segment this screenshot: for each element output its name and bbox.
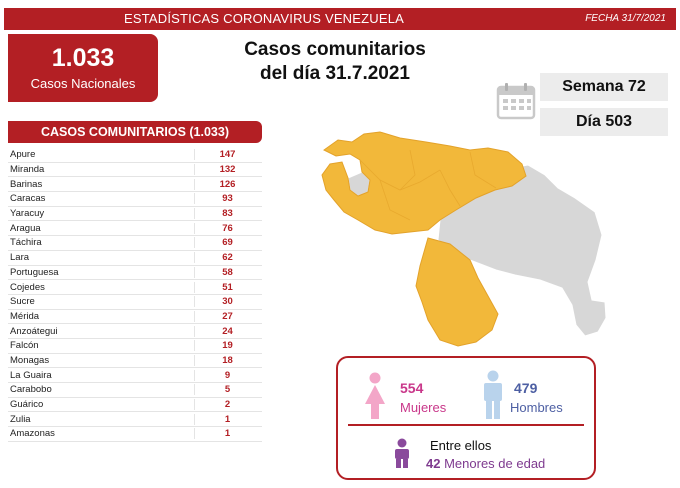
table-row: Cojedes 51 [8, 280, 262, 295]
state-name: Barinas [10, 178, 43, 190]
table-row: Falcón 19 [8, 339, 262, 354]
table-row: Lara 62 [8, 251, 262, 266]
table-row: Aragua 76 [8, 221, 262, 237]
state-name: Guárico [10, 399, 44, 411]
kids-summary: 42 Menores de edad [426, 456, 545, 471]
state-name: Sucre [10, 296, 35, 308]
day-badge: Día 503 [540, 108, 668, 136]
map-region-affected-south [415, 237, 499, 347]
state-name: Mérida [10, 310, 40, 322]
national-cases-count: 1.033 [51, 44, 115, 72]
table-row: La Guaira 9 [8, 368, 262, 383]
national-cases-card: 1.033 Casos Nacionales [8, 34, 158, 102]
state-name: Portuguesa [10, 266, 59, 278]
state-cases: 27 [194, 310, 260, 322]
women-label: Mujeres [400, 400, 447, 415]
gender-breakdown-panel: 554 Mujeres 479 Hombres Entre ellos 42 M… [336, 356, 596, 480]
state-name: Táchira [10, 237, 42, 249]
state-cases: 83 [194, 208, 260, 220]
state-name: Lara [10, 252, 30, 264]
state-cases: 62 [194, 252, 260, 264]
header-bar: ESTADÍSTICAS CORONAVIRUS VENEZUELA FECHA… [4, 8, 676, 30]
state-cases: 1 [194, 413, 260, 425]
state-cases: 24 [194, 325, 260, 337]
state-cases: 58 [194, 266, 260, 278]
men-label: Hombres [510, 400, 563, 415]
state-cases: 51 [194, 281, 260, 293]
table-row: Monagas 18 [8, 354, 262, 369]
men-count: 479 [514, 380, 538, 396]
state-cases: 19 [194, 340, 260, 352]
women-count: 554 [400, 380, 424, 396]
table-row: Apure 147 [8, 148, 262, 163]
week-badge: Semana 72 [540, 73, 668, 101]
state-name: Yaracuy [10, 208, 45, 220]
state-name: Aragua [10, 222, 41, 234]
page-title-line1: Casos comunitarios [244, 39, 426, 60]
kids-count: 42 [426, 456, 441, 471]
state-cases: 126 [194, 178, 260, 190]
calendar-icon [496, 83, 536, 120]
national-cases-label: Casos Nacionales [30, 76, 136, 91]
state-name: Miranda [10, 164, 45, 176]
table-row: Barinas 126 [8, 177, 262, 193]
state-name: Caracas [10, 193, 46, 205]
venezuela-map [321, 131, 607, 347]
state-name: Amazonas [10, 428, 55, 440]
state-name: Cojedes [10, 281, 45, 293]
table-row: Mérida 27 [8, 310, 262, 325]
kids-intro: Entre ellos [430, 438, 492, 453]
state-name: Anzoátegui [10, 325, 58, 337]
page-title-line2: del día 31.7.2021 [260, 63, 410, 84]
table-row: Zulia 1 [8, 412, 262, 428]
state-cases: 147 [194, 149, 260, 161]
state-cases: 93 [194, 193, 260, 205]
state-cases: 69 [194, 237, 260, 249]
man-icon [484, 370, 502, 419]
table-row: Táchira 69 [8, 236, 262, 251]
map-state-borders [359, 149, 497, 221]
panel-divider [348, 424, 584, 426]
table-row: Anzoátegui 24 [8, 324, 262, 339]
header-date: FECHA 31/7/2021 [585, 13, 666, 24]
state-cases: 30 [194, 296, 260, 308]
cases-table: Apure 147 Miranda 132 Barinas 126 Caracas 93 Yar… [8, 148, 262, 442]
table-row: Carabobo 5 [8, 383, 262, 398]
state-name: Carabobo [10, 384, 52, 396]
table-row: Caracas 93 [8, 192, 262, 207]
state-cases: 9 [194, 369, 260, 381]
state-cases: 2 [194, 399, 260, 411]
header-title: ESTADÍSTICAS CORONAVIRUS VENEZUELA [123, 11, 405, 26]
state-name: La Guaira [10, 369, 52, 381]
map-region-affected-north [321, 131, 527, 235]
state-name: Zulia [10, 413, 31, 425]
state-cases: 132 [194, 164, 260, 176]
state-name: Falcón [10, 340, 39, 352]
state-cases: 5 [194, 384, 260, 396]
table-row: Sucre 30 [8, 295, 262, 310]
child-icon [395, 438, 409, 468]
state-name: Monagas [10, 354, 50, 366]
state-cases: 18 [194, 354, 260, 366]
table-row: Portuguesa 58 [8, 266, 262, 281]
table-row: Amazonas 1 [8, 427, 262, 442]
cases-table-title: CASOS COMUNITARIOS (1.033) [8, 121, 262, 143]
table-row: Guárico 2 [8, 398, 262, 413]
state-cases: 1 [194, 428, 260, 440]
page-title: Casos comunitarios del día 31.7.2021 [210, 38, 460, 86]
table-row: Yaracuy 83 [8, 207, 262, 222]
state-name: Apure [10, 149, 36, 161]
woman-icon [365, 372, 385, 419]
state-cases: 76 [194, 222, 260, 234]
kids-label: Menores de edad [444, 456, 546, 471]
table-row: Miranda 132 [8, 163, 262, 178]
